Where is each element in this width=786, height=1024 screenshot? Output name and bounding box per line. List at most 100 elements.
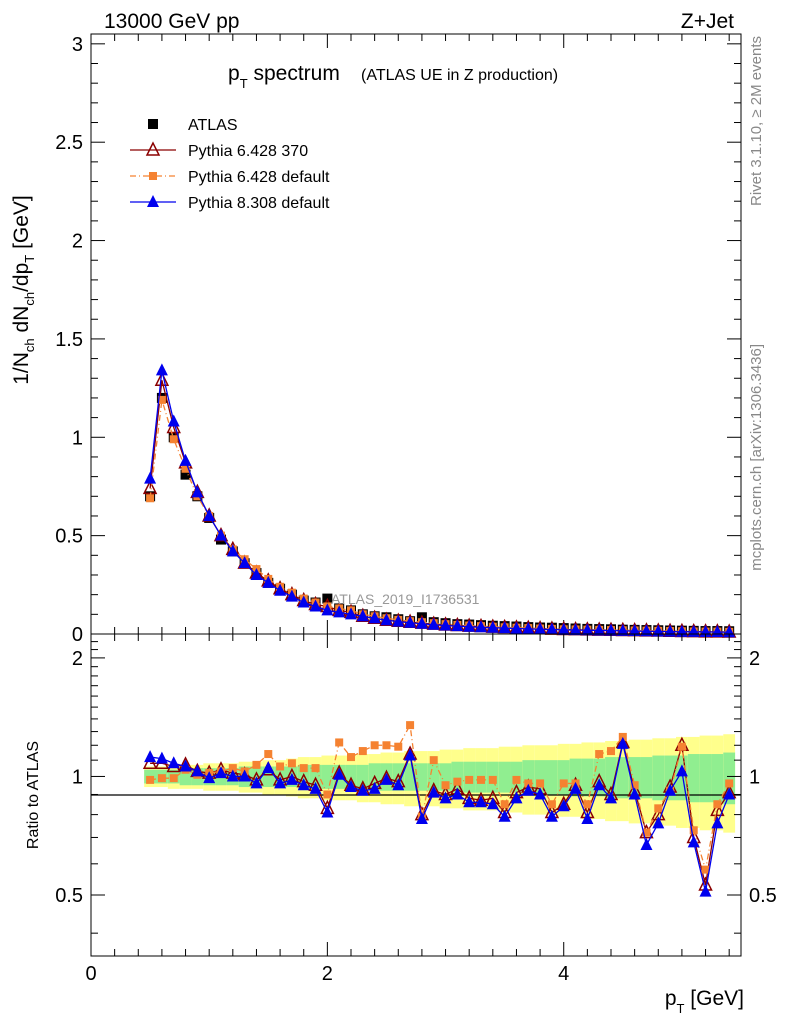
ratio-band-inner	[321, 764, 334, 789]
ratio-point-pythia6-default	[465, 775, 474, 784]
ratio-point-pythia8-default	[345, 780, 357, 793]
ratio-x-tick-label: 4	[558, 963, 569, 985]
ratio-y-tick-label: 1	[72, 766, 83, 788]
ratio-point-pythia8-default	[285, 772, 298, 785]
ratio-point-pythia6-default	[406, 721, 415, 730]
title-rest: spectrum	[248, 62, 340, 85]
ratio-point-pythia8-default	[309, 781, 322, 794]
rivet-label: Rivet 3.1.10, ≥ 2M events	[748, 36, 765, 206]
ratio-frame	[90, 633, 742, 957]
ratio-band-inner	[416, 763, 428, 791]
ratio-point-pythia6-default	[441, 781, 450, 790]
ratio-point-pythia8-default	[475, 795, 487, 808]
x-axis-label: pT [GeV]	[665, 987, 744, 1016]
main-point-pythia8-default	[250, 567, 263, 580]
ratio-band-inner	[179, 768, 192, 786]
ratio-point-pythia6-default	[299, 764, 308, 773]
main-point-pythia8-default	[167, 414, 180, 427]
ratio-point-pythia8-default	[250, 776, 263, 789]
ratio-point-pythia6-default	[146, 775, 155, 784]
ratio-x-axis: 0 2 4	[85, 634, 730, 985]
ratio-point-pythia6-default	[630, 781, 639, 790]
ratio-y-tick-label: 2	[72, 648, 83, 670]
main-point-pythia8-default	[475, 620, 487, 633]
ratio-band-inner	[581, 758, 594, 797]
ratio-point-pythia6-default	[536, 779, 545, 788]
ratio-band-inner	[557, 760, 570, 795]
ratio-point-pythia6-default	[583, 800, 592, 809]
main-point-pythia6-370	[154, 371, 170, 386]
main-point-pythia8-default	[333, 605, 346, 618]
ratio-band-inner	[628, 757, 641, 799]
main-point-pythia8-default	[593, 623, 606, 636]
ratio-point-pythia8-default	[274, 776, 287, 789]
main-point-pythia8-default	[605, 623, 617, 636]
main-point-pythia8-default	[415, 616, 428, 629]
ratio-point-pythia8-default	[427, 785, 440, 798]
ratio-point-pythia8-default	[404, 748, 417, 761]
main-point-pythia6-default	[146, 494, 155, 503]
legend-label-atlas: ATLAS	[188, 117, 238, 134]
legend-marker-pythia6-default	[149, 172, 157, 180]
ratio-bands	[144, 734, 736, 833]
ratio-point-pythia8-default	[593, 778, 606, 791]
ratio-point-pythia8-default	[605, 791, 617, 804]
ratio-x-tick-label: 2	[322, 963, 333, 985]
main-point-pythia8-default	[616, 623, 629, 636]
main-point-pythia8-default	[404, 615, 417, 628]
ratio-point-pythia8-default	[652, 816, 665, 829]
main-point-pythia8-default	[628, 624, 641, 637]
ratio-point-pythia8-default	[522, 783, 535, 796]
ratio-point-pythia8-default	[711, 816, 724, 829]
ratio-band-inner	[664, 755, 676, 801]
main-point-pythia8-default	[191, 485, 204, 498]
ratio-y-tick-label-right: 1	[749, 766, 760, 788]
ratio-point-pythia8-default	[581, 811, 594, 824]
main-y-tick-label: 0	[72, 624, 83, 646]
ratio-point-pythia8-default	[439, 791, 452, 804]
ratio-point-pythia8-default	[510, 791, 523, 804]
legend-item-pythia8-default: Pythia 8.308 default	[130, 195, 330, 212]
main-point-pythia8-default	[215, 528, 227, 541]
ratio-line-pythia6-default	[149, 723, 730, 870]
ratio-band-inner	[546, 760, 558, 795]
ratio-band-inner	[676, 755, 688, 801]
ratio-x-tick-label: 0	[85, 963, 96, 985]
ratio-point-pythia6-default	[264, 750, 273, 759]
ratio-point-pythia6-default	[595, 750, 604, 759]
legend-marker-pythia8-default	[147, 195, 159, 207]
main-point-pythia8-default	[321, 603, 334, 616]
main-point-pythia8-default	[203, 508, 216, 521]
ratio-point-pythia6-default	[323, 790, 332, 799]
legend-item-pythia6-default: Pythia 6.428 default	[130, 169, 330, 186]
main-point-pythia8-default	[380, 613, 393, 626]
ratio-point-pythia6-default	[370, 741, 379, 750]
main-y-axis: 0 0.5 1 1.5 2 2.5 3	[55, 34, 741, 646]
main-point-pythia8-default	[155, 363, 168, 376]
main-y-tick-label: 1.5	[55, 329, 83, 351]
ratio-band-inner	[427, 763, 440, 791]
ratio-band-inner	[534, 760, 546, 795]
ratio-band-inner	[723, 752, 736, 805]
ratio-point-pythia8-default	[179, 759, 192, 772]
legend-marker-pythia6-370	[145, 141, 161, 156]
ratio-band-inner	[439, 763, 452, 791]
ratio-point-pythia8-default	[333, 767, 346, 780]
ratio-point-pythia8-default	[297, 778, 310, 791]
ratio-point-pythia8-default	[664, 783, 677, 796]
main-point-pythia8-default	[534, 622, 547, 635]
ratio-y-label: Ratio to ATLAS	[25, 741, 42, 849]
ratio-point-pythia8-default	[451, 787, 464, 800]
ratio-band-inner	[451, 761, 464, 793]
ratio-point-pythia8-default	[356, 783, 369, 796]
ratio-point-pythia6-default	[677, 742, 686, 751]
main-point-pythia8-default	[486, 620, 499, 633]
main-point-pythia8-default	[144, 471, 157, 484]
ratio-point-pythia6-default	[701, 865, 710, 874]
ratio-point-pythia6-default	[157, 774, 166, 783]
ratio-band-inner	[711, 754, 724, 803]
ratio-band-inner	[687, 754, 700, 803]
ratio-point-pythia6-default	[287, 759, 296, 768]
ratio-point-pythia6-default	[654, 804, 663, 813]
